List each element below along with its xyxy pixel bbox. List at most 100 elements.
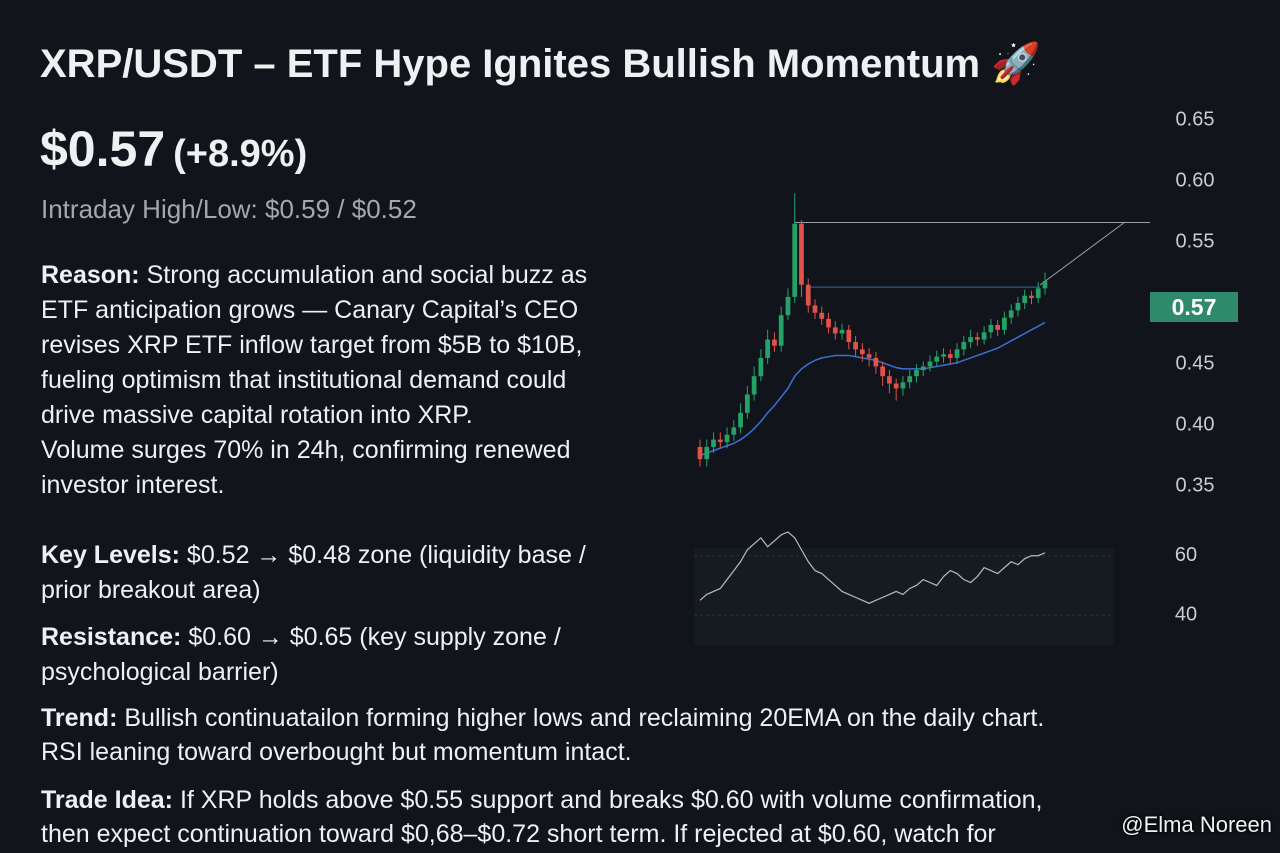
y-tick-label: 0.40 bbox=[1176, 413, 1215, 435]
paragraph: Reason: Strong accumulation and social b… bbox=[41, 258, 587, 503]
candle-body bbox=[778, 315, 784, 346]
candle-body bbox=[859, 349, 865, 355]
paragraph-line: RSI leaning toward overbought but moment… bbox=[41, 735, 1044, 769]
paragraph-line: then expect continuation toward $0,68–$0… bbox=[41, 817, 1043, 851]
candle-body bbox=[968, 337, 973, 343]
paragraph-text: ETF anticipation grows — Canary Capital’… bbox=[41, 296, 579, 324]
intraday: Intraday High/Low: $0.59 / $0.52 bbox=[41, 194, 417, 224]
paragraph: Key Levels: $0.52 → $0.48 zone (liquidit… bbox=[41, 538, 586, 608]
candle-body bbox=[697, 446, 703, 460]
paragraph-line: prior breakout area) bbox=[41, 573, 586, 608]
candle-body bbox=[981, 332, 987, 340]
candle-body bbox=[744, 394, 750, 413]
candle-body bbox=[1015, 303, 1021, 311]
paragraph-line: investor interest. bbox=[41, 468, 587, 503]
candle-body bbox=[1042, 281, 1048, 289]
candle-body bbox=[974, 337, 980, 340]
paragraph-label: Trade Idea: bbox=[41, 786, 173, 814]
paragraph-label: Reason: bbox=[41, 261, 140, 289]
y-tick-label: 0.65 bbox=[1176, 108, 1215, 130]
rsi-line bbox=[699, 531, 1046, 604]
y-tick-label: 40 bbox=[1175, 604, 1197, 626]
candle-body bbox=[717, 439, 723, 443]
candle-body bbox=[704, 446, 710, 460]
candle-body bbox=[731, 427, 737, 435]
candle-body bbox=[995, 324, 1001, 330]
candle-body bbox=[887, 376, 892, 384]
ema-line bbox=[699, 321, 1046, 457]
paragraph-text: $0.52 → $0.48 zone (liquidity base / bbox=[186, 541, 586, 569]
candle-body bbox=[914, 370, 919, 377]
y-tick-label: 0.45 bbox=[1176, 352, 1215, 374]
candle-body bbox=[927, 361, 933, 367]
paragraph: Resistance: $0.60 → $0.65 (key supply zo… bbox=[41, 620, 561, 690]
paragraph-text: psychological barrier) bbox=[41, 658, 279, 686]
trend-line bbox=[1039, 221, 1126, 286]
y-tick-label: 60 bbox=[1175, 544, 1197, 566]
paragraph-line: Trend: Bullish continuatailon forming hi… bbox=[41, 701, 1044, 735]
paragraph-text: $0.60 → $0.65 (key supply zone / bbox=[188, 623, 561, 651]
candle-body bbox=[819, 312, 825, 319]
paragraph-text: then expect continuation toward $0,68–$0… bbox=[41, 820, 996, 848]
candle-body bbox=[758, 357, 764, 377]
rsi-panel bbox=[694, 548, 1114, 646]
candle-body bbox=[792, 223, 798, 297]
paragraph-line: psychological barrier) bbox=[41, 655, 561, 690]
candle-body bbox=[907, 376, 913, 383]
paragraph-label: Resistance: bbox=[41, 623, 182, 651]
candle-body bbox=[839, 329, 845, 334]
paragraph-line: Resistance: $0.60 → $0.65 (key supply zo… bbox=[41, 620, 561, 655]
candle-body bbox=[799, 223, 804, 285]
candle-body bbox=[947, 354, 953, 358]
title: XRP/USDT – ETF Hype Ignites Bullish Mome… bbox=[40, 42, 1042, 86]
candle-body bbox=[873, 357, 879, 367]
paragraph: Trend: Bullish continuatailon forming hi… bbox=[41, 701, 1044, 769]
candle-body bbox=[1035, 288, 1041, 299]
candle-body bbox=[893, 383, 899, 389]
paragraph-text: investor interest. bbox=[41, 471, 225, 499]
paragraph-text: revises XRP ETF inflow target from $5B t… bbox=[41, 331, 583, 359]
candle-body bbox=[846, 329, 852, 343]
price-change: (+8.9%) bbox=[173, 133, 308, 175]
paragraph-text: If XRP holds above $0.55 support and bre… bbox=[179, 786, 1043, 814]
paragraph-line: drive massive capital rotation into XRP. bbox=[41, 398, 587, 433]
y-tick-label: 0.60 bbox=[1176, 169, 1215, 191]
paragraph-text: prior breakout area) bbox=[41, 576, 261, 604]
y-tick-label: 0.55 bbox=[1176, 230, 1215, 252]
paragraph-text: Bullish continuatailon forming higher lo… bbox=[124, 704, 1045, 732]
paragraph-text: RSI leaning toward overbought but moment… bbox=[41, 738, 632, 766]
watermark: @Elma Noreen bbox=[1121, 812, 1272, 837]
candle-body bbox=[1002, 317, 1007, 330]
paragraph-label: Trend: bbox=[41, 704, 118, 732]
price: $0.57 (+8.9%) bbox=[40, 120, 307, 178]
candle-body bbox=[1029, 295, 1034, 299]
candle-body bbox=[920, 366, 926, 371]
candle-body bbox=[711, 439, 716, 447]
candle-body bbox=[738, 412, 743, 428]
candle-body bbox=[785, 296, 791, 316]
candle-body bbox=[934, 356, 940, 362]
candle-body bbox=[724, 434, 730, 443]
paragraph-line: ETF anticipation grows — Canary Capital’… bbox=[41, 293, 587, 328]
paragraph-line: Reason: Strong accumulation and social b… bbox=[41, 258, 587, 293]
paragraph-text: drive massive capital rotation into XRP. bbox=[41, 401, 473, 429]
candle-body bbox=[954, 349, 960, 358]
price-value: $0.57 bbox=[40, 121, 166, 177]
candle-body bbox=[1022, 295, 1028, 303]
paragraph-text: fueling optimism that institutional dema… bbox=[41, 366, 567, 394]
price-badge: 0.57 bbox=[1150, 292, 1238, 322]
candle-body bbox=[853, 342, 858, 350]
paragraph-text: Volume surges 70% in 24h, confirming ren… bbox=[41, 436, 571, 464]
y-tick-label: 0.35 bbox=[1176, 474, 1215, 496]
candle-body bbox=[1008, 310, 1014, 318]
candle-body bbox=[880, 366, 886, 377]
candle-body bbox=[961, 342, 967, 350]
candle-body bbox=[805, 284, 811, 306]
paragraph-line: fueling optimism that institutional dema… bbox=[41, 363, 587, 398]
candle-body bbox=[826, 318, 831, 328]
paragraph-line: Trade Idea: If XRP holds above $0.55 sup… bbox=[41, 783, 1043, 817]
paragraph-line: revises XRP ETF inflow target from $5B t… bbox=[41, 328, 587, 363]
candle-body bbox=[941, 354, 946, 357]
